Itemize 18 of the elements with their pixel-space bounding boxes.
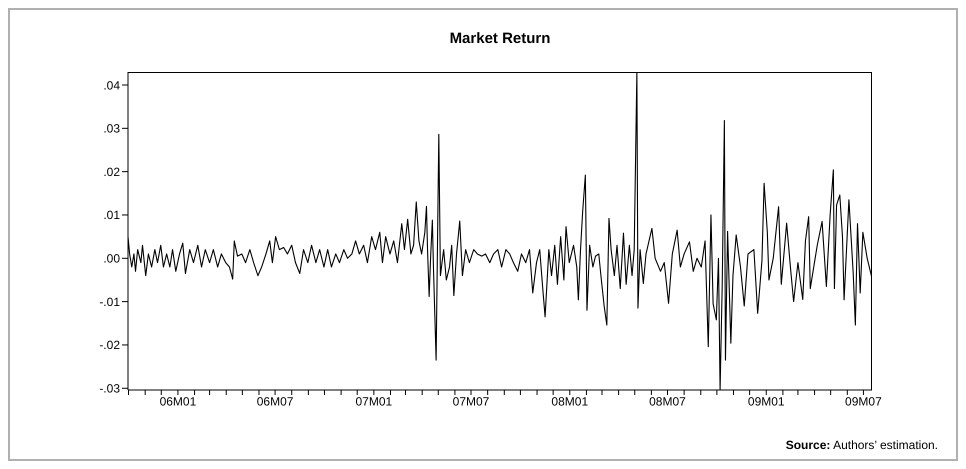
y-tick-label: .03 bbox=[103, 122, 120, 136]
chart-title: Market Return bbox=[448, 30, 552, 47]
y-tick-label: -.03 bbox=[99, 382, 120, 396]
y-tick-label: .00 bbox=[103, 252, 120, 266]
x-tick-label: 07M01 bbox=[356, 394, 393, 409]
x-tick-label: 09M01 bbox=[748, 394, 785, 409]
x-tick-label: 06M01 bbox=[160, 394, 197, 409]
y-tick-label: -.02 bbox=[99, 338, 120, 352]
y-tick-label: -.01 bbox=[99, 294, 120, 309]
x-tick-label: 07M07 bbox=[452, 394, 490, 409]
x-tick-label: 09M07 bbox=[845, 394, 882, 409]
source-note: Source: Authors’ estimation. bbox=[786, 438, 938, 452]
y-tick-label: .01 bbox=[103, 208, 120, 222]
x-tick-label: 08M01 bbox=[551, 394, 588, 409]
y-tick-label: .04 bbox=[103, 78, 120, 92]
y-tick-label: .02 bbox=[103, 164, 120, 179]
x-tick-label: 06M07 bbox=[256, 394, 294, 409]
x-tick-label: 08M07 bbox=[649, 394, 686, 409]
